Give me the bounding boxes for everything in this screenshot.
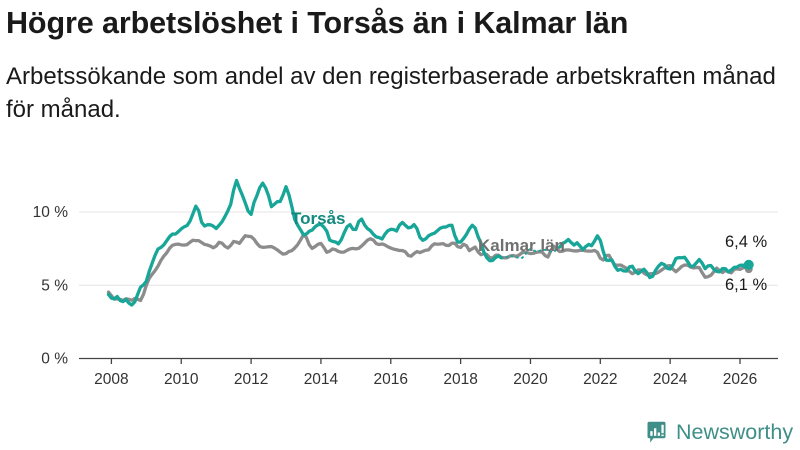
svg-text:Torsås: Torsås	[291, 209, 346, 228]
svg-text:0 %: 0 %	[41, 351, 68, 368]
svg-text:2016: 2016	[374, 371, 408, 388]
svg-text:2010: 2010	[164, 371, 199, 388]
svg-text:2012: 2012	[234, 371, 268, 388]
svg-text:2026: 2026	[723, 371, 757, 388]
svg-text:10 %: 10 %	[33, 204, 69, 221]
svg-text:6,1 %: 6,1 %	[725, 276, 768, 294]
svg-text:Kalmar län: Kalmar län	[478, 236, 565, 255]
svg-text:6,4 %: 6,4 %	[725, 233, 768, 251]
svg-text:2020: 2020	[513, 371, 548, 388]
svg-text:2022: 2022	[583, 371, 617, 388]
svg-text:5 %: 5 %	[41, 277, 68, 294]
svg-text:2024: 2024	[653, 371, 688, 388]
svg-text:2008: 2008	[94, 371, 128, 388]
svg-text:2014: 2014	[304, 371, 339, 388]
svg-text:2018: 2018	[443, 371, 477, 388]
